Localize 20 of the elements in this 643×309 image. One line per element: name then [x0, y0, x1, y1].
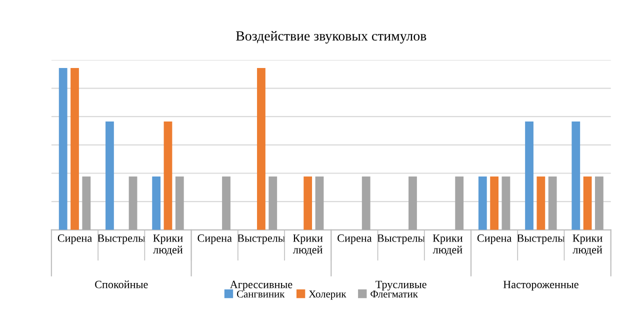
legend-label: Флегматик	[370, 290, 418, 298]
text: Трусливые	[376, 280, 426, 290]
x-tick-label: Крики людей	[153, 234, 183, 256]
x-tick-label: Сирена	[338, 234, 372, 244]
legend-label: Холерик	[308, 290, 346, 300]
x-tick-label: Крики людей	[572, 234, 602, 256]
text: Агрессивные	[230, 280, 292, 290]
legend-label: Сангвиник	[236, 290, 285, 298]
x-tick-label: Крики людей	[293, 234, 323, 256]
x-tick-label: Крики людей	[432, 234, 463, 256]
x-tick-label: Сирена	[198, 234, 232, 244]
x-tick-label: Выстрелы	[98, 234, 146, 244]
text: Настороженные	[503, 280, 578, 290]
x-tick-label: Сирена	[477, 234, 512, 244]
x-tick-label: Выстрелы	[517, 234, 565, 244]
x-tick-label: Выстрелы	[377, 234, 425, 244]
text: Спокойные	[95, 280, 148, 288]
x-tick-label: Сирена	[58, 234, 92, 244]
chart-title: Воздействие звуковых стимулов	[236, 30, 426, 44]
x-tick-label: Выстрелы	[237, 234, 286, 244]
